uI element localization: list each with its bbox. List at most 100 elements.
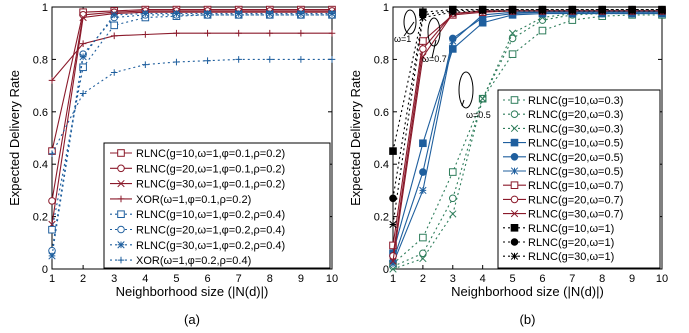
data-point (508, 34, 517, 43)
legend-entry: RLNC(g=20,ω=1,φ=0.2,ρ=0.4) (136, 225, 285, 237)
data-point (419, 37, 427, 45)
data-point (389, 241, 397, 250)
data-point (110, 69, 118, 76)
data-point (110, 21, 119, 30)
annotation-arrow (461, 99, 465, 107)
x-tick-label: 2 (420, 273, 426, 285)
data-point (297, 9, 305, 18)
legend-entry: XOR(ω=1,φ=0.1,ρ=0.2) (136, 194, 251, 206)
legend-entry: RLNC(g=30,ω=1,φ=0.1,ρ=0.2) (136, 179, 285, 191)
panel-b: 0 0.2 0.4 0.6 0.8 1 1 2 3 4 5 6 7 8 9 10 Neighborhood si… (348, 2, 668, 327)
data-point (266, 56, 274, 63)
data-point (508, 29, 517, 37)
data-point (48, 225, 56, 234)
series-line (51, 10, 332, 201)
data-point (598, 7, 606, 15)
series-line (392, 13, 662, 254)
data-point (448, 168, 457, 176)
annotation-ellipse (458, 71, 474, 109)
x-tick-label: 2 (80, 273, 86, 285)
series-line (392, 11, 662, 265)
legend-entry: RLNC(g=10,ω=1) (528, 223, 614, 235)
data-point (419, 168, 427, 176)
data-point (141, 9, 149, 18)
series-4 (48, 29, 336, 84)
annotation-arrow (431, 39, 437, 59)
x-tick-label: 7 (236, 273, 242, 285)
data-point (389, 257, 397, 265)
y-tick-label: 0.6 (33, 107, 48, 119)
legend-marker (117, 225, 125, 234)
data-point (235, 56, 242, 63)
legend-marker (117, 164, 125, 173)
series-line (51, 9, 332, 152)
data-point (419, 233, 427, 242)
legend-marker (117, 149, 125, 157)
data-point (235, 29, 242, 37)
data-point (173, 58, 180, 66)
data-point (628, 7, 636, 15)
x-tick-label: 5 (173, 273, 179, 285)
legend-marker (510, 195, 519, 204)
data-point (479, 95, 487, 103)
y-tick-label: 0.8 (374, 54, 389, 66)
data-point (142, 61, 149, 68)
x-tick-label: 3 (450, 273, 456, 285)
data-point (419, 45, 427, 53)
legend-entry: RLNC(g=20,ω=1) (528, 237, 614, 249)
x-tick-label: 9 (298, 273, 304, 285)
legend: RLNC(g=10,ω=1,φ=0.1,ρ=0.2) RLNC(g=20,ω=1,… (103, 142, 331, 269)
data-point (328, 29, 336, 37)
series-line (51, 11, 332, 225)
x-tick-label: 3 (111, 273, 117, 285)
data-point (449, 210, 457, 218)
y-tick-label: 0.4 (33, 159, 48, 171)
legend-entry: RLNC(g=20,ω=0.5) (528, 152, 623, 164)
data-point (110, 32, 118, 40)
annotation-ellipse (403, 9, 417, 35)
data-point (389, 220, 397, 229)
legend-entry: RLNC(g=10,ω=1,φ=0.1,ρ=0.2) (136, 148, 285, 160)
data-point (173, 29, 180, 37)
y-tick-label: 0 (383, 264, 389, 276)
legend-marker (510, 224, 519, 232)
legend-marker (117, 195, 125, 203)
legend-marker (510, 181, 519, 189)
data-point (568, 7, 576, 15)
legend-entry: RLNC(g=10,ω=1,φ=0.2,ρ=0.4) (136, 209, 285, 221)
legend-entry: RLNC(g=30,ω=0.7) (528, 209, 623, 221)
data-point (79, 40, 87, 47)
annotation-ellipse (427, 17, 441, 47)
legend-marker (510, 138, 519, 147)
data-point (48, 252, 56, 260)
y-tick-label: 0.2 (33, 212, 48, 224)
x-tick-label: 6 (539, 273, 545, 285)
legend-entry: RLNC(g=30,ω=0.3) (528, 123, 623, 135)
data-point (538, 7, 547, 15)
data-point (48, 150, 56, 158)
data-point (419, 186, 427, 195)
x-tick-label: 1 (49, 273, 55, 285)
data-point (204, 57, 211, 65)
legend-marker (510, 238, 519, 246)
legend-entry: RLNC(g=30,ω=1) (528, 251, 614, 263)
data-point (48, 77, 56, 84)
x-axis-label: Neighborhood size (|N(d)|) (116, 284, 269, 299)
y-tick-label: 0.4 (374, 159, 389, 171)
y-axis-label: Expected Delivery Rate (7, 70, 22, 206)
legend-box (103, 142, 331, 269)
panel-label: (a) (184, 312, 200, 327)
legend-marker (117, 256, 125, 264)
data-point (79, 13, 87, 22)
legend-entry: RLNC(g=10,ω=0.7) (528, 180, 623, 192)
data-point (172, 9, 181, 18)
data-point (419, 139, 427, 148)
data-point (419, 254, 427, 263)
data-point (389, 147, 397, 155)
legend-entry: RLNC(g=30,ω=1,φ=0.2,ρ=0.4) (136, 240, 285, 252)
x-axis-label: Neighborhood size (|N(d)|) (451, 284, 604, 299)
series-line (392, 9, 662, 199)
data-point (266, 9, 274, 18)
data-point (389, 265, 397, 273)
y-tick-label: 1 (42, 2, 48, 14)
